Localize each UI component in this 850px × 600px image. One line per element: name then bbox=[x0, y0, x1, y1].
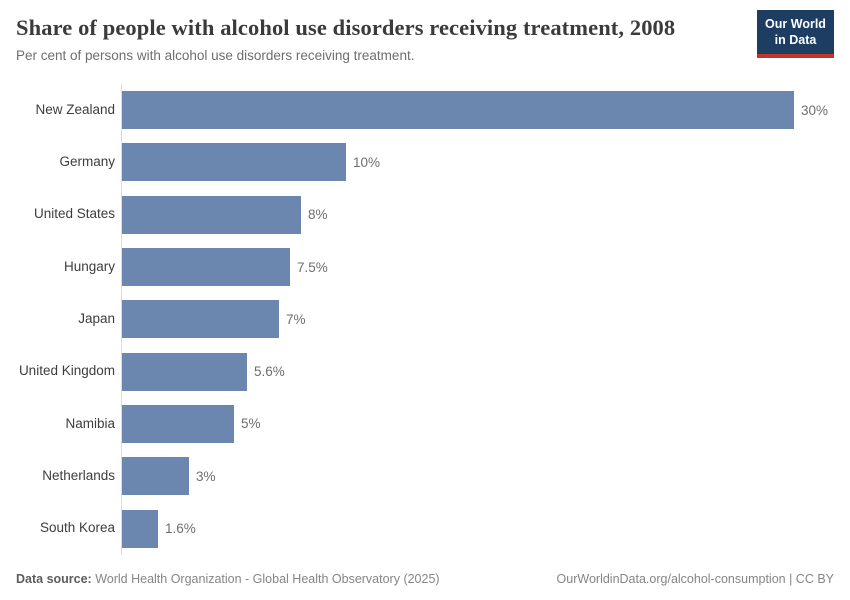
value-label: 5% bbox=[241, 416, 261, 432]
data-source-label: Data source: bbox=[16, 572, 92, 586]
bar-track: 30% bbox=[121, 84, 834, 137]
bar-new-zealand[interactable] bbox=[122, 91, 794, 130]
bar-chart: New Zealand 30% Germany 10% United States 8% H… bbox=[16, 84, 834, 555]
chart-row: South Korea 1.6% bbox=[16, 502, 834, 555]
bar-united-kingdom[interactable] bbox=[122, 352, 247, 391]
bar-united-states[interactable] bbox=[122, 195, 301, 234]
category-label: United States bbox=[33, 206, 115, 222]
owid-logo-line1: Our World bbox=[765, 17, 826, 31]
bar-japan[interactable] bbox=[122, 300, 279, 339]
category-label: Hungary bbox=[63, 258, 115, 274]
owid-logo-text: Our World in Data bbox=[757, 10, 834, 59]
bar-south-korea[interactable] bbox=[122, 509, 158, 548]
value-label: 1.6% bbox=[165, 521, 196, 537]
category-label: Japan bbox=[78, 310, 115, 326]
owid-logo[interactable]: Our World in Data bbox=[757, 10, 834, 59]
bar-track: 5.6% bbox=[121, 345, 834, 398]
bar-germany[interactable] bbox=[122, 143, 346, 182]
chart-header: Share of people with alcohol use disorde… bbox=[16, 10, 834, 63]
value-label: 5.6% bbox=[254, 364, 285, 380]
value-label: 3% bbox=[196, 468, 216, 484]
bar-hungary[interactable] bbox=[122, 248, 290, 287]
chart-row: New Zealand 30% bbox=[16, 84, 834, 137]
category-label: South Korea bbox=[39, 520, 115, 536]
category-label: Germany bbox=[59, 154, 115, 170]
chart-row: Namibia 5% bbox=[16, 397, 834, 451]
chart-title: Share of people with alcohol use disorde… bbox=[16, 15, 676, 40]
owid-logo-line2: in Data bbox=[774, 32, 817, 47]
bar-netherlands[interactable] bbox=[122, 457, 189, 496]
chart-row: United States 8% bbox=[16, 188, 834, 241]
header-text: Share of people with alcohol use disorde… bbox=[16, 14, 757, 63]
category-label: Namibia bbox=[65, 415, 115, 431]
value-label: 8% bbox=[308, 207, 328, 223]
bar-track: 10% bbox=[121, 136, 834, 189]
value-label: 7.5% bbox=[297, 259, 328, 275]
bar-namibia[interactable] bbox=[122, 404, 234, 443]
bar-track: 7.5% bbox=[121, 240, 834, 294]
bar-track: 1.6% bbox=[121, 502, 834, 555]
chart-row: Hungary 7.5% bbox=[16, 240, 834, 294]
category-label: New Zealand bbox=[35, 101, 115, 117]
value-label: 7% bbox=[286, 311, 306, 327]
category-label: Netherlands bbox=[42, 467, 115, 483]
category-label: United Kingdom bbox=[18, 363, 115, 379]
data-source: Data source: World Health Organization -… bbox=[16, 572, 440, 586]
bar-track: 3% bbox=[121, 450, 834, 503]
chart-row: Japan 7% bbox=[16, 293, 834, 346]
bar-track: 5% bbox=[121, 397, 834, 451]
chart-row: United Kingdom 5.6% bbox=[16, 345, 834, 398]
data-source-text: World Health Organization - Global Healt… bbox=[91, 572, 440, 586]
chart-footer: Data source: World Health Organization -… bbox=[16, 572, 834, 586]
value-label: 30% bbox=[801, 102, 829, 118]
value-label: 10% bbox=[353, 154, 381, 170]
credit-line: OurWorldinData.org/alcohol-consumption |… bbox=[556, 572, 834, 586]
chart-subtitle: Per cent of persons with alcohol use dis… bbox=[16, 48, 415, 63]
chart-row: Germany 10% bbox=[16, 136, 834, 189]
chart-row: Netherlands 3% bbox=[16, 450, 834, 503]
bar-track: 8% bbox=[121, 188, 834, 241]
bar-track: 7% bbox=[121, 293, 834, 346]
